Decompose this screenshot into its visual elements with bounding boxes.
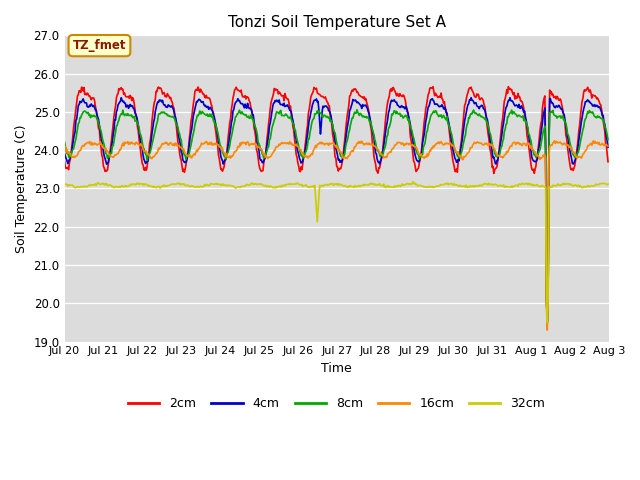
Title: Tonzi Soil Temperature Set A: Tonzi Soil Temperature Set A	[228, 15, 445, 30]
Text: TZ_fmet: TZ_fmet	[73, 39, 126, 52]
Legend: 2cm, 4cm, 8cm, 16cm, 32cm: 2cm, 4cm, 8cm, 16cm, 32cm	[123, 392, 550, 415]
Y-axis label: Soil Temperature (C): Soil Temperature (C)	[15, 124, 28, 252]
X-axis label: Time: Time	[321, 362, 352, 375]
